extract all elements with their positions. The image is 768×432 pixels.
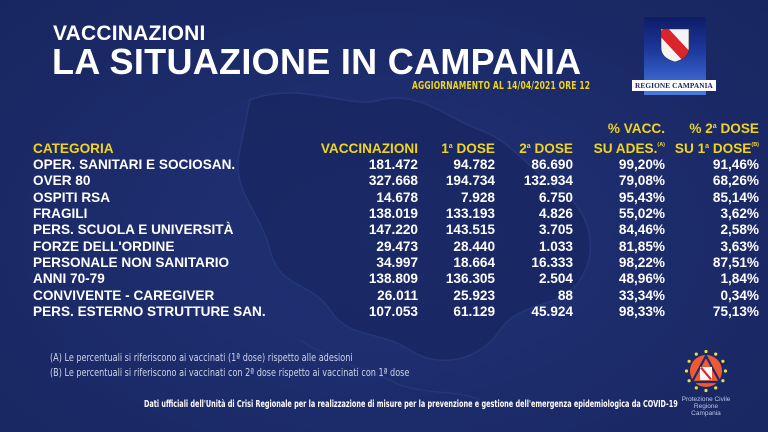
cell-category: OVER 80 [33,173,91,189]
footnotes: (A) Le percentuali si riferiscono ai vac… [50,350,409,380]
cell-dose1: 143.515 [445,222,495,238]
cell-dose1: 18.664 [453,254,495,270]
cell-dose2: 45.924 [531,303,573,319]
cell-dose2: 4.826 [538,206,573,222]
cell-vaccinations: 107.053 [368,303,418,319]
cell-vaccinations: 138.019 [368,206,418,222]
header-kicker: VACCINAZIONI [53,22,206,45]
cell-category: PERSONALE NON SANITARIO [33,254,230,270]
cell-dose2: 16.333 [531,254,573,270]
header-pct-dose2: % 2a DOSE SU 1a DOSE(B) [674,121,759,156]
cell-pct-dose2: 75,13% [712,303,759,319]
cell-vaccinations: 138.809 [368,271,418,287]
cell-dose2: 1.033 [538,238,573,254]
table-row: OSPITI RSA 14.678 7.928 6.750 95,43% 85,14% [33,190,759,206]
cell-pct-adesioni: 98,22% [618,254,665,270]
cell-dose1: 61.129 [453,303,495,319]
table-row: OVER 80 327.668 194.734 132.934 79,08% 68,26% [33,173,759,189]
header-pct-adesioni: % VACC. SU ADES.(A) [593,121,665,156]
cell-pct-dose2: 3,63% [720,238,759,254]
cell-dose1: 7.928 [460,189,495,205]
cell-category: ANNI 70-79 [33,271,105,287]
cell-vaccinations: 14.678 [376,189,418,205]
cell-vaccinations: 26.011 [377,287,418,303]
table-row: FRAGILI 138.019 133.193 4.826 55,02% 3,62% [33,206,759,222]
cell-pct-adesioni: 95,43% [618,189,665,205]
table-row: PERSONALE NON SANITARIO 34.997 18.664 16.33… [33,255,759,271]
source-note: Dati ufficiali dell'Unità di Crisi Regio… [144,399,678,410]
table-row: CONVIVENTE - CAREGIVER 26.011 25.923 88 33,3… [33,287,759,303]
cell-dose2: 6.750 [538,189,573,205]
cell-pct-dose2: 68,26% [712,173,759,189]
campania-map-silhouette [237,92,592,401]
header-category: CATEGORIA [33,141,114,156]
cell-category: FRAGILI [33,206,88,222]
cell-category: PERS. SCUOLA E UNIVERSITÀ [33,222,234,238]
cell-vaccinations: 147.220 [368,222,418,238]
update-timestamp: AGGIORNAMENTO AL 14/04/2021 ORE 12 [412,80,591,92]
cell-pct-adesioni: 81,85% [618,238,665,254]
cell-category: OSPITI RSA [33,189,111,205]
header-vaccinations: VACCINAZIONI [320,141,418,156]
cell-dose2: 88 [557,287,573,303]
cell-dose1: 25.923 [453,287,495,303]
cell-category: OPER. SANITARI E SOCIOSAN. [33,157,236,173]
cell-dose2: 132.934 [523,173,573,189]
protezione-civile-label: Protezione Civile Regione Campania [681,396,731,417]
page-title: LA SITUAZIONE IN CAMPANIA [52,41,582,82]
header-dose2: 2a DOSE [519,141,573,156]
cell-vaccinations: 29.473 [376,238,418,254]
table-row: PERS. ESTERNO STRUTTURE SAN. 107.053 61.12… [33,304,759,320]
cell-vaccinations: 327.668 [368,173,418,189]
campania-shield-icon [660,28,690,63]
cell-category: FORZE DELL'ORDINE [33,238,175,254]
protezione-civile-logo: Protezione Civile Regione Campania [681,348,731,423]
footnote-a: (A) Le percentuali si riferiscono ai vac… [50,351,353,364]
cell-pct-adesioni: 48,96% [618,271,665,287]
regione-campania-label: REGIONE CAMPANIA [632,80,716,91]
table-row: FORZE DELL'ORDINE 29.473 28.440 1.033 81,85%… [33,238,759,254]
table-row: PERS. SCUOLA E UNIVERSITÀ 147.220 143.515 3… [33,222,759,238]
cell-dose1: 136.305 [445,271,495,287]
cell-pct-adesioni: 99,20% [618,157,665,173]
cell-pct-dose2: 0,34% [720,287,759,303]
regione-campania-logo: REGIONE CAMPANIA [632,17,716,95]
cell-category: CONVIVENTE - CAREGIVER [33,287,215,303]
cell-dose1: 94.782 [453,157,495,173]
cell-pct-adesioni: 84,46% [618,222,665,238]
table-header-row: CATEGORIA VACCINAZIONI 1a DOSE 2a DOSE %… [33,119,759,157]
cell-dose2: 3.705 [538,222,573,238]
cell-pct-adesioni: 33,34% [618,287,665,303]
cell-pct-adesioni: 79,08% [618,173,665,189]
cell-pct-dose2: 2,58% [720,222,759,238]
cell-pct-adesioni: 55,02% [618,206,665,222]
cell-pct-dose2: 3,62% [720,206,759,222]
protezione-civile-emblem-icon [684,349,728,393]
header-dose1: 1a DOSE [441,141,495,156]
cell-dose2: 2.504 [538,271,573,287]
cell-dose1: 133.193 [445,206,495,222]
cell-dose1: 28.440 [453,238,495,254]
cell-pct-dose2: 91,46% [712,157,759,173]
cell-vaccinations: 34.997 [376,254,418,270]
cell-dose2: 86.690 [531,157,573,173]
cell-pct-dose2: 87,51% [712,254,759,270]
cell-vaccinations: 181.472 [368,157,418,173]
table-row: OPER. SANITARI E SOCIOSAN. 181.472 94.782 8… [33,157,759,173]
cell-pct-adesioni: 98,33% [618,303,665,319]
table-row: ANNI 70-79 138.809 136.305 2.504 48,96% 1,84% [33,271,759,287]
cell-pct-dose2: 1,84% [720,271,759,287]
cell-category: PERS. ESTERNO STRUTTURE SAN. [33,303,266,319]
vaccination-table: CATEGORIA VACCINAZIONI 1a DOSE 2a DOSE %… [33,119,759,320]
footnote-b: (B) Le percentuali si riferiscono ai vac… [50,366,410,379]
cell-dose1: 194.734 [445,173,495,189]
cell-pct-dose2: 85,14% [712,189,759,205]
